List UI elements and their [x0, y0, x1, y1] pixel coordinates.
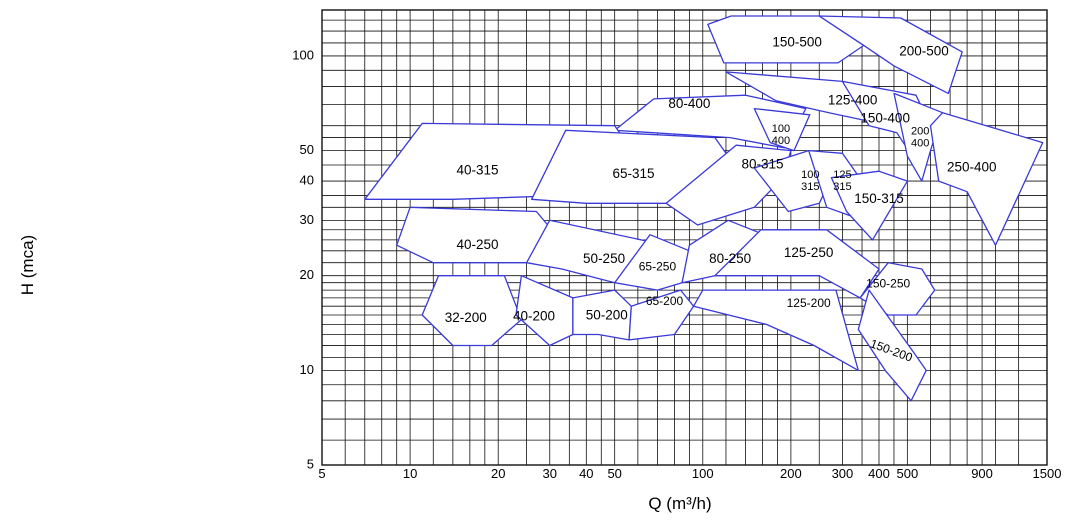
y-axis-label-wrap: H (mca) — [8, 200, 48, 330]
region-label-100-400: 100 — [772, 123, 790, 135]
region-200-500 — [818, 15, 963, 95]
region-label-150-315: 150-315 — [854, 191, 904, 206]
region-label-40-200: 40-200 — [513, 308, 555, 323]
region-125-200 — [692, 289, 859, 372]
x-tick-label: 300 — [832, 466, 854, 481]
x-tick-label: 40 — [579, 466, 593, 481]
region-label-100-400: 400 — [772, 135, 790, 147]
region-label-40-315: 40-315 — [457, 163, 499, 178]
region-150-315 — [830, 170, 909, 241]
y-tick-label: 30 — [300, 212, 314, 227]
region-label-250-400: 250-400 — [947, 160, 997, 175]
y-tick-label: 100 — [292, 47, 314, 62]
x-tick-label: 20 — [491, 466, 505, 481]
region-label-32-200: 32-200 — [445, 310, 487, 325]
x-tick-label: 50 — [607, 466, 621, 481]
y-tick-label: 5 — [307, 456, 314, 471]
y-tick-label: 40 — [300, 172, 314, 187]
region-125-250 — [714, 229, 880, 299]
region-label-80-250: 80-250 — [709, 251, 751, 266]
y-axis-label: H (mca) — [18, 234, 37, 296]
region-label-150-400: 150-400 — [860, 111, 910, 126]
region-label-150-500: 150-500 — [772, 34, 822, 49]
region-label-200-400: 400 — [911, 137, 929, 149]
region-150-250 — [859, 262, 936, 316]
region-label-150-250: 150-250 — [866, 276, 910, 290]
region-label-100-315: 100 — [801, 169, 819, 181]
x-tick-label: 100 — [692, 466, 714, 481]
region-label-50-250: 50-250 — [583, 251, 625, 266]
region-100-400 — [753, 107, 811, 152]
region-label-50-200: 50-200 — [586, 307, 628, 322]
region-label-125-315: 125 — [833, 169, 851, 181]
region-250-400 — [929, 112, 1044, 246]
x-tick-label: 900 — [971, 466, 993, 481]
region-label-65-200: 65-200 — [646, 294, 684, 308]
y-tick-label: 10 — [300, 362, 314, 377]
x-tick-label: 5 — [318, 466, 325, 481]
region-label-100-315: 315 — [801, 181, 819, 193]
x-tick-label: 200 — [780, 466, 802, 481]
x-tick-label: 500 — [897, 466, 919, 481]
region-label-200-400: 200 — [911, 125, 929, 137]
x-tick-label: 1500 — [1033, 466, 1062, 481]
region-label-125-250: 125-250 — [784, 245, 834, 260]
y-tick-label: 20 — [300, 267, 314, 282]
region-65-200 — [628, 289, 695, 341]
x-tick-label: 30 — [543, 466, 557, 481]
region-label-80-315: 80-315 — [742, 157, 784, 172]
region-label-125-315: 315 — [833, 181, 851, 193]
x-axis-label: Q (m³/h) — [648, 494, 712, 513]
region-label-125-400: 125-400 — [828, 92, 878, 107]
region-150-200 — [857, 289, 927, 402]
region-label-80-400: 80-400 — [668, 96, 710, 111]
y-tick-label: 50 — [300, 142, 314, 157]
plot-frame — [321, 9, 1048, 466]
region-label-40-250: 40-250 — [457, 237, 499, 252]
region-label-65-250: 65-250 — [639, 259, 677, 273]
region-200-400 — [893, 92, 944, 182]
x-tick-label: 400 — [868, 466, 890, 481]
region-label-125-200: 125-200 — [787, 296, 831, 310]
region-label-65-315: 65-315 — [613, 166, 655, 181]
region-label-200-500: 200-500 — [899, 43, 949, 58]
x-tick-label: 10 — [403, 466, 417, 481]
